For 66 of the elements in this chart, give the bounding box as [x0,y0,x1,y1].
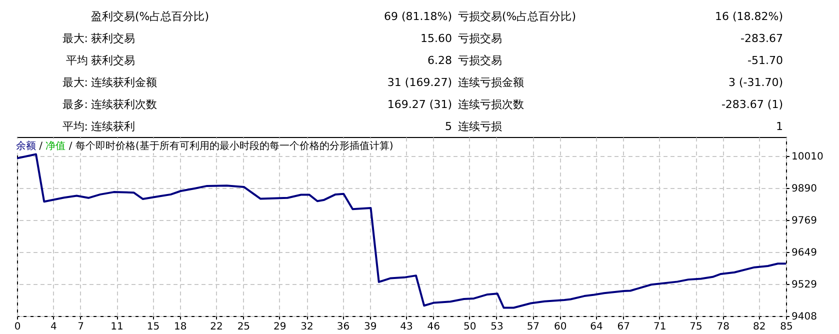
text: 69 (81.18%) [384,10,452,24]
x-tick-label: 57 [526,322,540,332]
legend-label: 净值 [46,141,66,152]
chart-subtitle: 每个即时价格(基于所有可利用的最小时段的每一个价格的分形插值计算) [75,141,394,152]
text: 获利交易 [91,32,135,46]
text: 最多: [62,98,88,112]
text: 5 [445,120,452,134]
text: 亏损交易 [458,32,502,46]
line-series [17,153,786,309]
x-tick-label: 15 [146,322,160,332]
x-tick-label: 7 [78,322,84,332]
x-tick-label: 39 [364,322,377,332]
y-tick-label: 10010 [792,151,824,162]
y-tick-label: 9408 [792,312,817,322]
x-tick-label: 50 [463,322,476,332]
text: 亏损交易 [458,54,502,68]
annotation: / [68,141,72,152]
x-tick-label: 53 [490,322,504,332]
text: 连续获利次数 [91,98,157,112]
text: 盈利交易(%占总百分比) [91,10,210,24]
y-tick-label: 9890 [792,183,817,194]
y-tick-label: 9769 [792,215,817,226]
x-tick-label: 67 [617,322,630,332]
x-tick-label: 75 [690,322,702,332]
text: 1 [776,120,783,134]
y-tick-label: 9529 [792,279,817,290]
text: 最大: [62,76,88,90]
x-tick-label: 25 [237,322,250,332]
text: 16 (18.82%) [714,10,783,24]
x-tick-label: 18 [174,322,187,332]
text: -51.70 [748,54,783,68]
text: 15.60 [420,32,452,46]
text: 连续获利 [91,120,135,134]
text: 连续亏损金额 [458,76,524,90]
x-tick-label: 11 [110,322,124,332]
text: 169.27 (31) [387,98,452,112]
x-tick-label: 22 [210,322,223,332]
text: 获利交易 [91,54,135,68]
x-tick-label: 0 [14,322,21,332]
x-tick-label: 32 [300,322,314,332]
annotation: / [39,141,43,152]
x-tick-label: 43 [400,322,413,332]
text: 31 (169.27) [387,76,452,90]
x-tick-label: 64 [590,322,603,332]
text: 最大: [62,32,88,46]
series-label: 余额 [16,141,36,152]
x-tick-label: 60 [554,322,567,332]
text: 连续亏损 [458,120,502,134]
text: 亏损交易(%占总百分比) [458,10,576,24]
x-tick-label: 85 [780,322,793,332]
text: 平均 [66,54,88,68]
x-tick-label: 46 [427,322,440,332]
text: 3 (-31.70) [728,76,783,90]
text: 6.28 [428,54,452,68]
x-tick-label: 71 [653,322,666,332]
x-tick-label: 29 [274,322,286,332]
text: -283.67 (1) [721,98,783,112]
text: 连续获利金额 [91,76,157,90]
text: -283.67 [740,32,783,46]
text: 平均: [62,120,88,134]
x-tick-label: 82 [752,322,766,332]
y-tick-label: 9649 [792,247,817,258]
x-tick-label: 78 [716,322,730,332]
text: 连续亏损次数 [458,98,524,112]
x-tick-label: 4 [50,322,57,332]
x-tick-label: 36 [336,322,350,332]
